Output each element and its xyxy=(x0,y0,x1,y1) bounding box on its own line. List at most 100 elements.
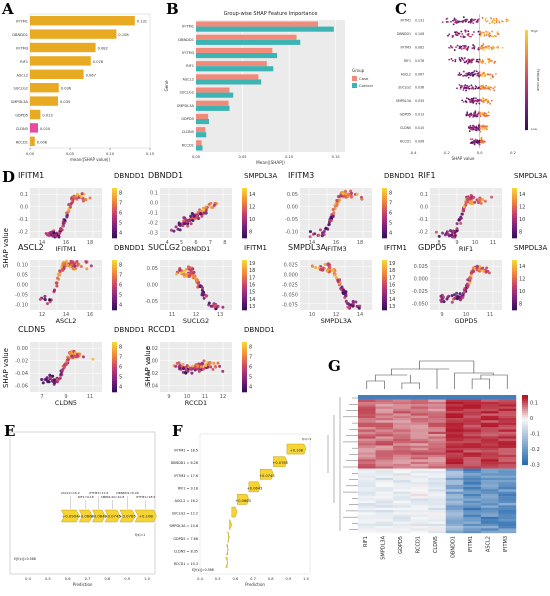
point-dbndd1 xyxy=(487,30,489,33)
colorbar-cell-ifitm3 xyxy=(382,228,387,230)
bar-control-gdpd5 xyxy=(196,119,210,125)
colorbar-tick-smpdl3a: 15 xyxy=(389,290,395,296)
point-ifitm3 xyxy=(320,234,324,238)
heat-cell xyxy=(498,473,517,476)
y-tick-label-cldn5: 0.00 xyxy=(17,346,28,352)
point-rif1 xyxy=(463,57,466,60)
colorbar-title-rif1: SMPDL3A xyxy=(514,172,547,180)
force-annotation-1: RIF1=9.18 xyxy=(78,495,94,499)
colorbar-tick-rccd1: 6 xyxy=(249,365,252,371)
point-ifitm1 xyxy=(473,19,476,21)
point-dbndd1 xyxy=(186,224,190,228)
heat-cell xyxy=(498,477,517,481)
colorbar-cell-ifitm3 xyxy=(382,224,387,227)
value-label-dbndd1: 0.108 xyxy=(415,32,424,36)
heat-cell xyxy=(410,401,429,405)
colorbar-cell-rif1 xyxy=(512,206,517,209)
point-rif1 xyxy=(462,209,466,213)
base-value-label: E[f(x)]=0.568 xyxy=(192,568,214,572)
point-gdpd5 xyxy=(466,111,469,114)
heat-cell xyxy=(428,523,446,527)
point-rif1 xyxy=(465,200,469,204)
point-ifitm3 xyxy=(322,229,326,233)
point-smpdl3a xyxy=(346,302,350,306)
colorbar-cell-smpdl3a xyxy=(382,285,387,287)
point-suclg2 xyxy=(216,304,220,308)
colorbar-cell-ifitm1 xyxy=(112,208,117,210)
point-cldn5 xyxy=(91,357,95,361)
point-dbndd1 xyxy=(192,214,196,218)
colorbar-cell-gdpd5 xyxy=(512,296,517,299)
heat-cell xyxy=(463,473,482,476)
heat-cell xyxy=(375,512,394,515)
colorbar-cell xyxy=(522,427,528,430)
colorbar-cell-gdpd5 xyxy=(512,270,517,272)
x-tick-label-rif1: 11 xyxy=(490,240,496,246)
y-tick-label-ifitm3: 0.05 xyxy=(287,192,298,198)
bar-control-ifitm1 xyxy=(196,26,334,32)
heat-cell xyxy=(410,406,429,409)
point-rif1 xyxy=(450,58,453,60)
heat-cell xyxy=(480,436,499,439)
colorbar-cell xyxy=(522,461,528,464)
y-tick-label-rif1: 0.0 xyxy=(420,204,428,210)
colorbar-cell-suclg2 xyxy=(242,285,247,287)
heat-cell xyxy=(375,429,394,432)
y-tick-label-rif1: 0.1 xyxy=(420,192,428,198)
heat-cell xyxy=(428,526,446,529)
colorbar-cell xyxy=(522,423,528,426)
point-suclg2 xyxy=(185,272,189,276)
point-cldn5 xyxy=(481,128,484,130)
subplot-title-smpdl3a: SMPDL3A xyxy=(288,243,327,252)
point-rccd1 xyxy=(206,360,210,364)
colorbar-cell-ifitm1 xyxy=(112,229,117,232)
heat-cell xyxy=(463,406,482,409)
heat-cell xyxy=(375,420,394,423)
point-cldn5 xyxy=(468,126,470,129)
heat-cell xyxy=(480,422,499,426)
colorbar-cell-smpdl3a xyxy=(382,290,387,292)
colorbar-cell-ifitm1 xyxy=(112,204,117,207)
point-ascl2 xyxy=(469,73,472,75)
value-label-dbndd1: 0.108 xyxy=(118,33,129,37)
colorbar-cell-dbndd1 xyxy=(242,226,247,229)
heat-cell xyxy=(480,489,499,492)
tick-label-cldn5: CLDN5 xyxy=(182,130,194,134)
colorbar-cell xyxy=(525,60,528,63)
waterfall-value-2: +0.0745 xyxy=(259,474,275,478)
heat-cell xyxy=(480,404,499,407)
heat-cell xyxy=(498,454,517,458)
heat-cell xyxy=(358,507,376,511)
heat-cell xyxy=(410,461,429,465)
heat-cell xyxy=(358,512,376,515)
point-ifitm1 xyxy=(61,224,65,228)
heat-cell xyxy=(428,415,446,419)
heat-cell xyxy=(498,397,517,400)
heat-cell xyxy=(393,480,411,483)
heat-cell xyxy=(463,431,482,435)
point-cldn5 xyxy=(469,126,472,129)
x-tick-label: 0.8 xyxy=(104,577,110,581)
colorbar-tick-smpdl3a: 14 xyxy=(389,297,395,303)
point-suclg2 xyxy=(179,271,183,275)
x-tick-label: 0.6 xyxy=(232,577,238,581)
x-tick-label-cldn5: 9 xyxy=(64,394,67,400)
heat-cell xyxy=(393,415,411,419)
colorbar-cell xyxy=(525,90,528,93)
colorbar-cell-ifitm3 xyxy=(382,206,387,209)
colorbar-cell-ifitm1 xyxy=(112,199,117,202)
heat-cell xyxy=(410,464,429,467)
waterfall-bar-7 xyxy=(227,531,230,543)
x-axis-label-ascl2: ASCL2 xyxy=(56,317,77,325)
colorbar-cell-gdpd5 xyxy=(512,301,517,304)
heat-cell xyxy=(410,507,429,511)
x-tick-label: 0.5 xyxy=(45,577,51,581)
point-ascl2 xyxy=(460,73,463,76)
colorbar-cell-rif1 xyxy=(512,228,517,230)
heat-cell xyxy=(375,470,394,474)
point-dbndd1 xyxy=(467,33,470,35)
colorbar-tick-suclg2: 16 xyxy=(249,283,255,289)
colorbar-cell-ascl2 xyxy=(112,280,117,282)
subplot-title-dbndd1: DBNDD1 xyxy=(148,171,183,180)
point-smpdl3a xyxy=(475,99,478,102)
